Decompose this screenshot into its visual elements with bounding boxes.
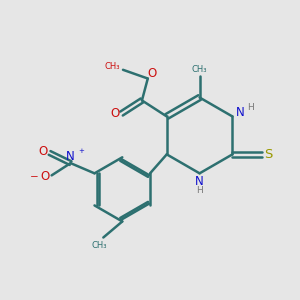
Text: H: H <box>196 186 203 195</box>
Text: S: S <box>264 148 272 161</box>
Text: N: N <box>195 175 204 188</box>
Text: CH₃: CH₃ <box>104 62 120 71</box>
Text: O: O <box>110 107 120 120</box>
Text: O: O <box>40 170 50 183</box>
Text: −: − <box>30 172 39 182</box>
Text: H: H <box>247 103 254 112</box>
Text: O: O <box>38 145 48 158</box>
Text: N: N <box>236 106 245 118</box>
Text: CH₃: CH₃ <box>91 241 107 250</box>
Text: CH₃: CH₃ <box>192 65 207 74</box>
Text: +: + <box>79 148 85 154</box>
Text: O: O <box>148 67 157 80</box>
Text: N: N <box>66 150 75 163</box>
